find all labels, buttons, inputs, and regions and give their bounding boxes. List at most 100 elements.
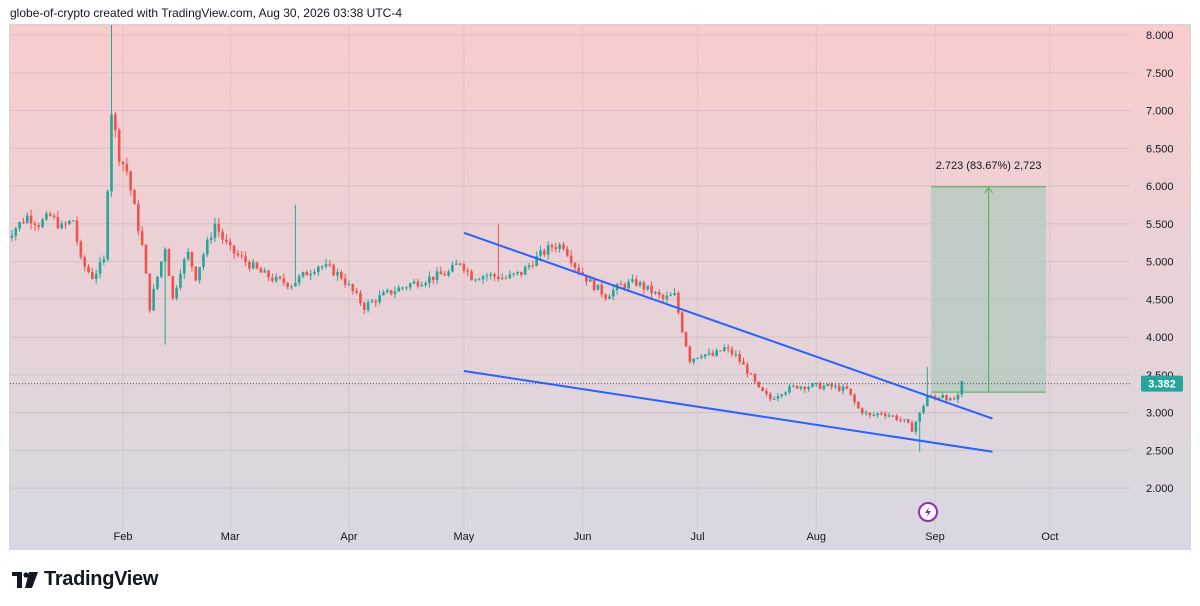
- candle-body: [627, 281, 630, 289]
- candle-body: [868, 412, 872, 416]
- axes: 2.0002.5003.0003.5004.0004.5005.0005.500…: [10, 30, 1183, 543]
- candle-body: [945, 395, 948, 401]
- candle-body: [531, 265, 535, 267]
- candle-body: [703, 354, 707, 357]
- candle-body: [83, 257, 86, 267]
- candle-body: [952, 398, 956, 400]
- event-flash-icon[interactable]: [918, 502, 938, 522]
- candle-body: [382, 292, 385, 296]
- candle-body: [631, 279, 634, 282]
- candle-body: [466, 270, 470, 272]
- x-tick-label: Sep: [925, 531, 945, 543]
- candle-body: [761, 387, 764, 392]
- candle-body: [535, 255, 538, 267]
- candle-body: [611, 290, 615, 297]
- candle-body: [443, 274, 447, 276]
- candle-body: [232, 245, 236, 254]
- candle-body: [374, 300, 378, 303]
- candle-body: [91, 272, 94, 279]
- candle-body: [244, 256, 247, 263]
- candle-body: [305, 272, 309, 276]
- candle-body: [351, 284, 355, 291]
- candle-body: [895, 415, 898, 420]
- trendline-upper[interactable]: [463, 231, 993, 420]
- last-price-label: 3.382: [1148, 379, 1176, 391]
- candle-body: [776, 396, 780, 399]
- candle-body: [213, 223, 217, 238]
- candle-body: [654, 291, 657, 294]
- candle-body: [485, 275, 489, 277]
- candle-body: [18, 222, 21, 229]
- candle-body: [588, 279, 592, 282]
- candle-body: [826, 383, 830, 386]
- candle-body: [324, 264, 328, 267]
- candle-body: [221, 231, 224, 240]
- candle-body: [566, 248, 569, 256]
- candle-body: [650, 285, 653, 294]
- candle-body: [228, 241, 232, 246]
- candle-body: [520, 271, 523, 275]
- candle-body: [592, 279, 596, 291]
- candle-body: [290, 286, 293, 288]
- candle-body: [960, 381, 964, 395]
- candle-body: [102, 259, 106, 263]
- y-tick-label: 3.000: [1146, 408, 1174, 420]
- y-tick-label: 2.500: [1146, 445, 1174, 457]
- candle-body: [543, 250, 546, 255]
- trendlines[interactable]: [463, 231, 993, 453]
- candle-body: [692, 358, 695, 362]
- candle-body: [811, 383, 814, 387]
- candle-body: [680, 312, 684, 333]
- candle-body: [163, 249, 167, 262]
- candle-body: [328, 264, 332, 266]
- candle-body: [481, 276, 485, 280]
- candle-body: [504, 277, 508, 279]
- candle-body: [899, 419, 902, 421]
- candle-body: [688, 346, 692, 362]
- trendline-lower[interactable]: [463, 369, 993, 453]
- candle-body: [738, 354, 741, 362]
- candle-body: [309, 273, 312, 276]
- candle-body: [447, 271, 450, 276]
- candle-body: [408, 283, 412, 288]
- candle-body: [236, 253, 240, 256]
- price-range-measure[interactable]: 2.723 (83.67%) 2,723: [931, 160, 1047, 393]
- candle-body: [186, 251, 190, 260]
- candle-body: [746, 364, 749, 374]
- candle-body: [749, 373, 753, 375]
- candle-body: [903, 419, 906, 421]
- candle-body: [355, 290, 358, 293]
- candle-body: [263, 270, 267, 273]
- candle-body: [696, 357, 699, 359]
- candle-body: [171, 276, 175, 299]
- candle-body: [791, 385, 795, 387]
- candle-body: [182, 259, 186, 274]
- candle-body: [941, 395, 944, 398]
- candle-body: [550, 245, 554, 248]
- chart-frame[interactable]: 2.723 (83.67%) 2,723 2.0002.5003.0003.50…: [9, 24, 1191, 550]
- candle-body: [949, 398, 952, 401]
- candle-body: [799, 386, 803, 389]
- candle-body: [807, 386, 810, 390]
- candle-body: [366, 302, 370, 310]
- candle-body: [876, 413, 879, 415]
- candle-body: [880, 413, 883, 415]
- candle-body: [454, 263, 458, 265]
- y-tick-label: 6.500: [1146, 143, 1174, 155]
- candle-body: [87, 266, 90, 273]
- candle-body: [577, 267, 581, 273]
- price-chart[interactable]: 2.723 (83.67%) 2,723 2.0002.5003.0003.50…: [10, 25, 1190, 549]
- x-tick-label: Mar: [221, 531, 240, 543]
- candle-body: [29, 215, 33, 224]
- candle-body: [489, 274, 492, 276]
- attribution-text: globe-of-crypto created with TradingView…: [10, 6, 402, 20]
- candle-body: [742, 361, 745, 365]
- candle-body: [569, 255, 573, 264]
- candle-body: [657, 291, 661, 295]
- candle-body: [363, 303, 366, 310]
- candle-body: [757, 381, 761, 388]
- candle-body: [608, 296, 611, 299]
- candle-body: [857, 401, 860, 409]
- candle-body: [753, 374, 757, 382]
- candle-body: [684, 332, 688, 347]
